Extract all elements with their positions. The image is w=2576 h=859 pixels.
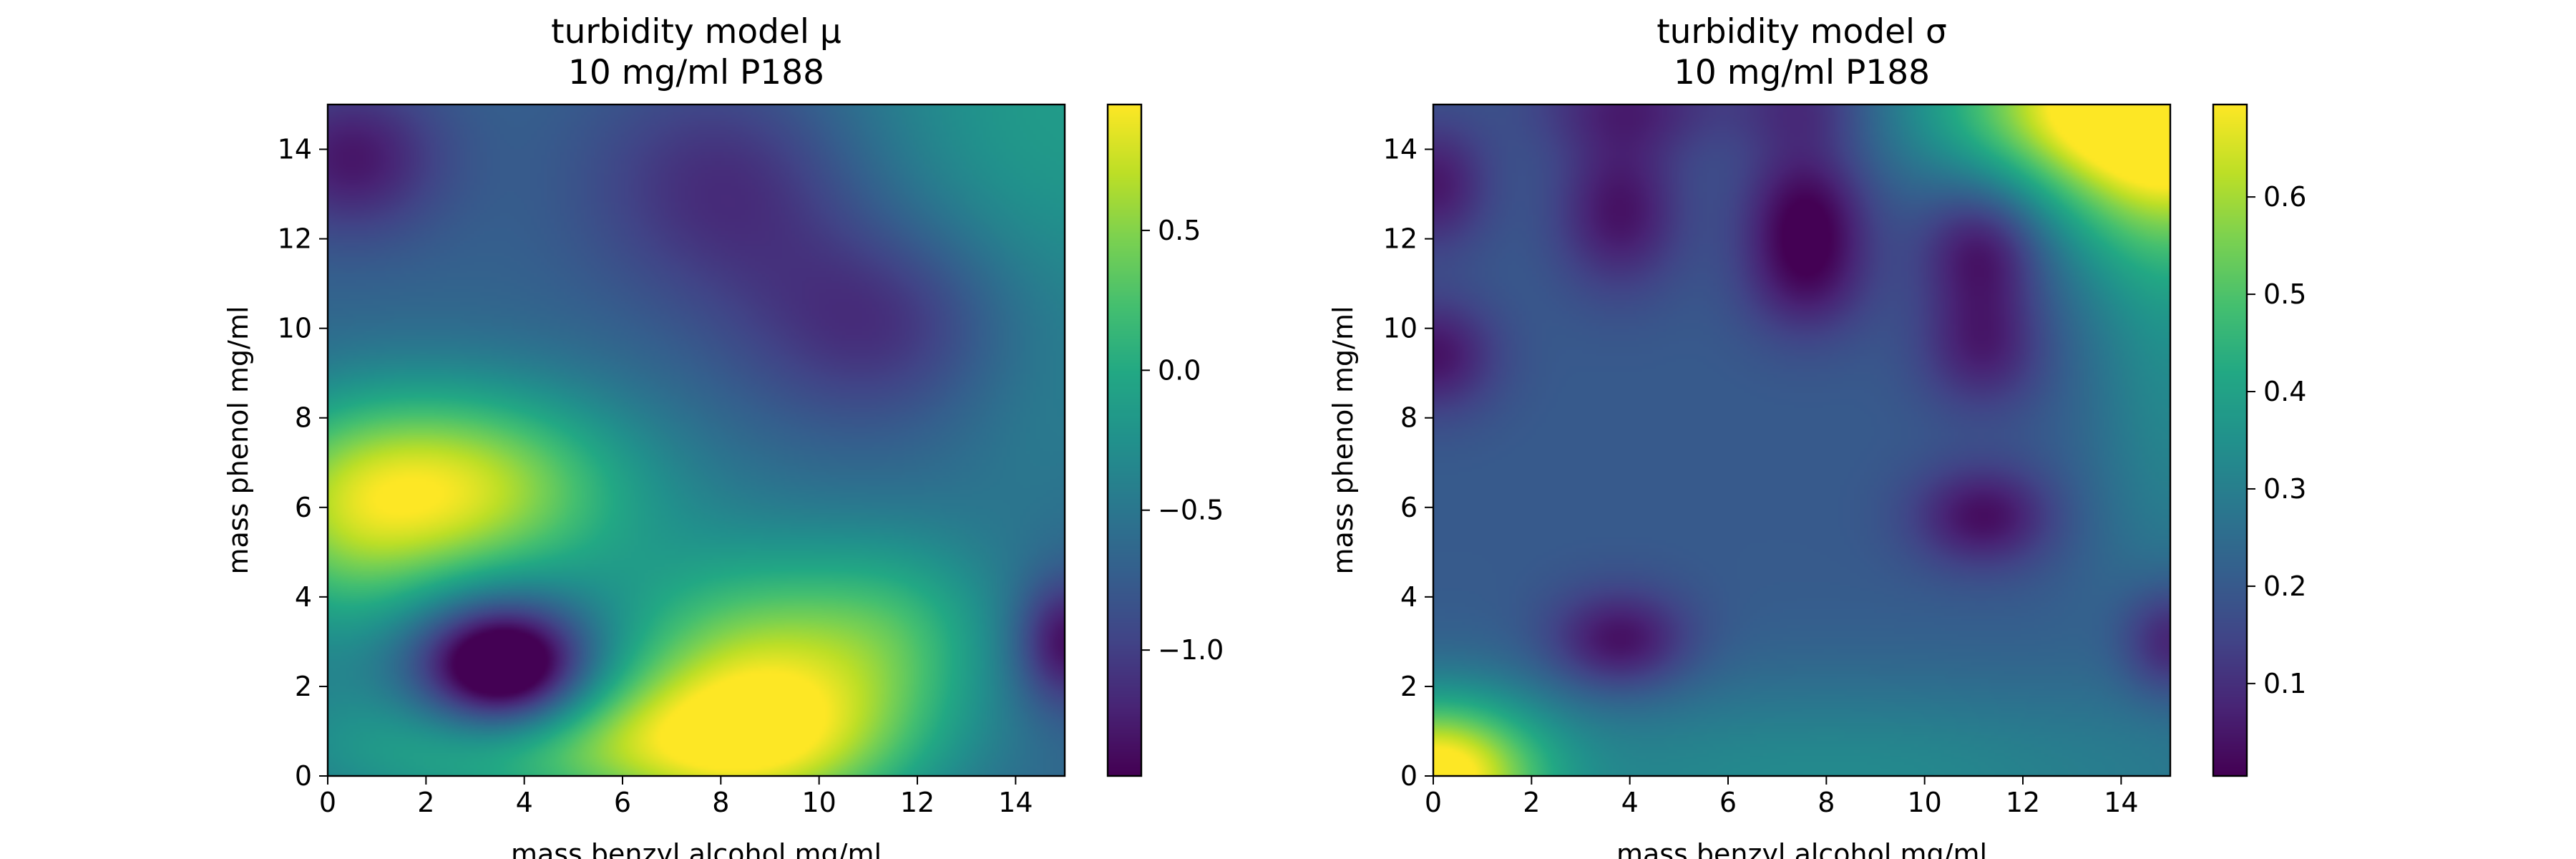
x-tick-label: 12	[2006, 787, 2040, 818]
x-tick-label: 0	[319, 787, 336, 818]
y-tick-label: 10	[278, 313, 312, 344]
x-axis: 0 2 4 6 8 10 12 14	[1425, 776, 2139, 818]
x-tick-label: 14	[2104, 787, 2138, 818]
chart-title-line1: turbidity model μ	[551, 12, 841, 52]
plot-frame	[1432, 103, 2172, 777]
y-tick-label: 2	[1400, 671, 1418, 702]
plot-frame	[326, 103, 1066, 777]
y-tick-label: 12	[1383, 223, 1418, 255]
y-tick-label: 4	[1400, 581, 1418, 613]
y-tick-label: 6	[295, 492, 312, 523]
y-tick-label: 4	[295, 581, 312, 613]
colorbar-tick-label: 0.2	[2263, 571, 2306, 602]
y-tick-label: 6	[1400, 492, 1418, 523]
colorbar-frame	[1106, 103, 1143, 777]
y-tick-label: 2	[295, 671, 312, 702]
heatmap-image	[328, 105, 1065, 776]
x-tick-label: 8	[712, 787, 729, 818]
y-tick-label: 8	[295, 402, 312, 434]
x-tick-label: 2	[1523, 787, 1540, 818]
colorbar-tick-label: 0.3	[2263, 473, 2306, 505]
y-tick-label: 14	[278, 134, 312, 165]
x-axis: 0 2 4 6 8 10 12 14	[319, 776, 1033, 818]
colorbar-tick-label: 0.5	[2263, 278, 2306, 310]
chart-title-line2: 10 mg/ml P188	[568, 53, 824, 92]
y-tick-label: 8	[1400, 402, 1418, 434]
colorbar-ticks: 0.6 0.5 0.4 0.3 0.2 0.1	[2247, 181, 2306, 699]
colorbar-image	[1108, 105, 1141, 776]
colorbar-image	[2213, 105, 2247, 776]
x-tick-label: 10	[1907, 787, 1941, 818]
x-tick-label: 2	[417, 787, 434, 818]
y-axis: 0 2 4 6 8 10 12 14	[278, 134, 328, 792]
x-tick-label: 6	[1719, 787, 1737, 818]
x-axis-label: mass benzyl alcohol mg/ml	[511, 838, 882, 859]
colorbar-tick-label: 0.1	[2263, 668, 2306, 699]
y-tick-label: 14	[1383, 134, 1418, 165]
x-tick-label: 0	[1425, 787, 1442, 818]
colorbar-tick-label: 0.4	[2263, 376, 2306, 407]
colorbar-frame	[2212, 103, 2248, 777]
y-axis: 0 2 4 6 8 10 12 14	[1383, 134, 1433, 792]
x-tick-label: 6	[614, 787, 631, 818]
x-axis-label: mass benzyl alcohol mg/ml	[1616, 838, 1987, 859]
colorbar-ticks: 0.5 0.0 −0.5 −1.0	[1141, 215, 1224, 666]
panel-mu: turbidity model μ 10 mg/ml P188 0 2 4 6 8 10 1…	[223, 12, 1224, 859]
colorbar-tick-label: 0.0	[1158, 354, 1201, 386]
chart-title-line2: 10 mg/ml P188	[1674, 53, 1930, 92]
x-tick-label: 4	[1621, 787, 1639, 818]
chart-title-line1: turbidity model σ	[1657, 12, 1947, 52]
panel-sigma: turbidity model σ 10 mg/ml P188 0 2 4 6 8 10 1…	[1327, 12, 2306, 859]
y-tick-label: 12	[278, 223, 312, 255]
y-tick-label: 10	[1383, 313, 1418, 344]
y-tick-label: 0	[1400, 760, 1418, 792]
colorbar-tick-label: −0.5	[1158, 495, 1224, 526]
y-axis-label: mass phenol mg/ml	[223, 306, 254, 574]
x-tick-label: 4	[516, 787, 533, 818]
y-tick-label: 0	[295, 760, 312, 792]
colorbar-tick-label: −1.0	[1158, 634, 1224, 666]
x-tick-label: 14	[998, 787, 1033, 818]
colorbar-tick-label: 0.6	[2263, 181, 2306, 213]
x-tick-label: 8	[1818, 787, 1835, 818]
x-tick-label: 12	[900, 787, 935, 818]
heatmap-image	[1433, 105, 2170, 776]
colorbar-tick-label: 0.5	[1158, 215, 1201, 246]
y-axis-label: mass phenol mg/ml	[1327, 306, 1359, 574]
x-tick-label: 10	[801, 787, 836, 818]
